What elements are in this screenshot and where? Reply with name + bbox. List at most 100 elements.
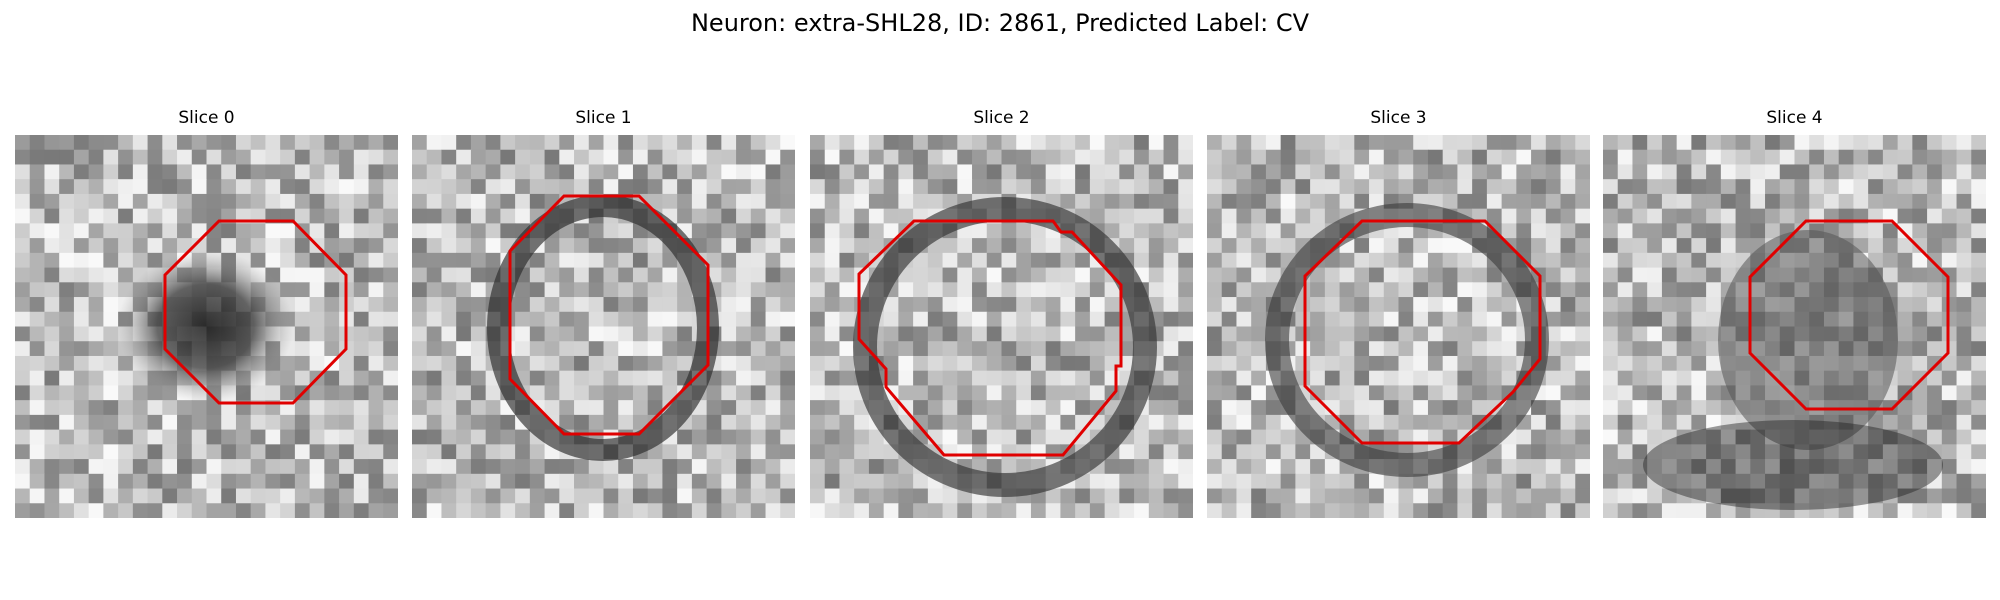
pixel	[677, 135, 693, 151]
pixel	[824, 179, 840, 195]
pixel	[1691, 444, 1707, 460]
pixel	[162, 223, 178, 239]
pixel	[1661, 311, 1678, 327]
pixel	[177, 459, 193, 475]
pixel	[118, 488, 134, 504]
pixel	[221, 473, 237, 490]
pixel	[1383, 473, 1399, 490]
pixel	[1339, 193, 1355, 210]
pixel	[1912, 252, 1928, 269]
pixel	[1251, 311, 1267, 327]
pixel	[1897, 179, 1913, 195]
pixel	[324, 400, 340, 416]
pixel	[1617, 385, 1633, 401]
pixel	[1060, 164, 1076, 180]
pixel	[603, 149, 619, 165]
pixel	[1956, 400, 1972, 416]
pixel	[942, 149, 958, 165]
pixel	[1661, 459, 1678, 475]
pixel	[73, 459, 90, 475]
pixel	[221, 223, 237, 239]
pixel	[559, 164, 575, 180]
pixel	[88, 208, 104, 224]
pixel	[324, 282, 340, 298]
pixel	[59, 385, 75, 401]
pixel	[412, 223, 428, 239]
pixel	[368, 459, 384, 475]
pixel	[574, 179, 590, 195]
pixel	[206, 149, 222, 165]
pixel	[1221, 400, 1237, 416]
pixel	[339, 149, 355, 165]
pixel	[1927, 488, 1943, 504]
pixel	[1089, 267, 1106, 283]
pixel	[868, 179, 885, 195]
pixel	[986, 297, 1002, 313]
pixel	[1486, 473, 1503, 490]
pixel	[632, 311, 649, 327]
pixel	[1661, 164, 1678, 180]
pixel	[1075, 252, 1091, 269]
pixel	[515, 326, 531, 342]
pixel	[1221, 311, 1237, 327]
pixel	[1794, 488, 1810, 504]
pixel	[1413, 252, 1429, 269]
pixel	[1457, 414, 1473, 431]
pixel	[1647, 282, 1663, 298]
pixel	[59, 193, 75, 210]
pixel	[1354, 311, 1370, 327]
pixel	[1060, 414, 1076, 431]
pixel	[59, 503, 75, 518]
pixel	[1251, 400, 1267, 416]
pixel	[1661, 503, 1678, 518]
pixel	[942, 400, 958, 416]
pixel	[1163, 326, 1179, 342]
pixel	[191, 179, 207, 195]
pixel	[294, 164, 311, 180]
pixel	[883, 473, 899, 490]
pixel	[1001, 341, 1017, 357]
pixel	[1691, 223, 1707, 239]
pixel	[470, 370, 487, 386]
pixel	[559, 400, 575, 416]
pixel	[1647, 223, 1663, 239]
pixel	[1501, 473, 1517, 490]
pixel	[1398, 326, 1414, 342]
pixel	[1971, 179, 1986, 195]
pixel	[1236, 503, 1252, 518]
pixel	[1603, 252, 1619, 269]
pixel	[1575, 267, 1590, 283]
pixel	[1089, 149, 1106, 165]
pixel	[383, 414, 398, 431]
pixel	[1016, 355, 1032, 372]
pixel	[972, 326, 988, 342]
pixel	[750, 414, 767, 431]
pixel	[500, 414, 516, 431]
pixel	[1912, 370, 1928, 386]
pixel	[706, 429, 722, 445]
pixel	[235, 503, 252, 518]
pixel	[515, 179, 531, 195]
pixel	[103, 208, 119, 224]
pixel	[1045, 252, 1061, 269]
pixel	[15, 400, 31, 416]
pixel	[368, 267, 384, 283]
pixel	[44, 444, 60, 460]
pixel	[1632, 252, 1648, 269]
pixel	[1765, 488, 1781, 504]
pixel	[1369, 135, 1385, 151]
pixel	[353, 370, 370, 386]
pixel	[88, 223, 104, 239]
pixel	[1265, 267, 1282, 283]
pixel	[883, 297, 899, 313]
pixel	[1545, 208, 1562, 224]
pixel	[1765, 473, 1781, 490]
pixel	[1691, 252, 1707, 269]
pixel	[750, 459, 767, 475]
pixel	[1706, 385, 1722, 401]
pixel	[1823, 135, 1840, 151]
pixel	[1001, 164, 1017, 180]
pixel	[88, 459, 104, 475]
pixel	[1971, 149, 1986, 165]
pixel	[1369, 193, 1385, 210]
